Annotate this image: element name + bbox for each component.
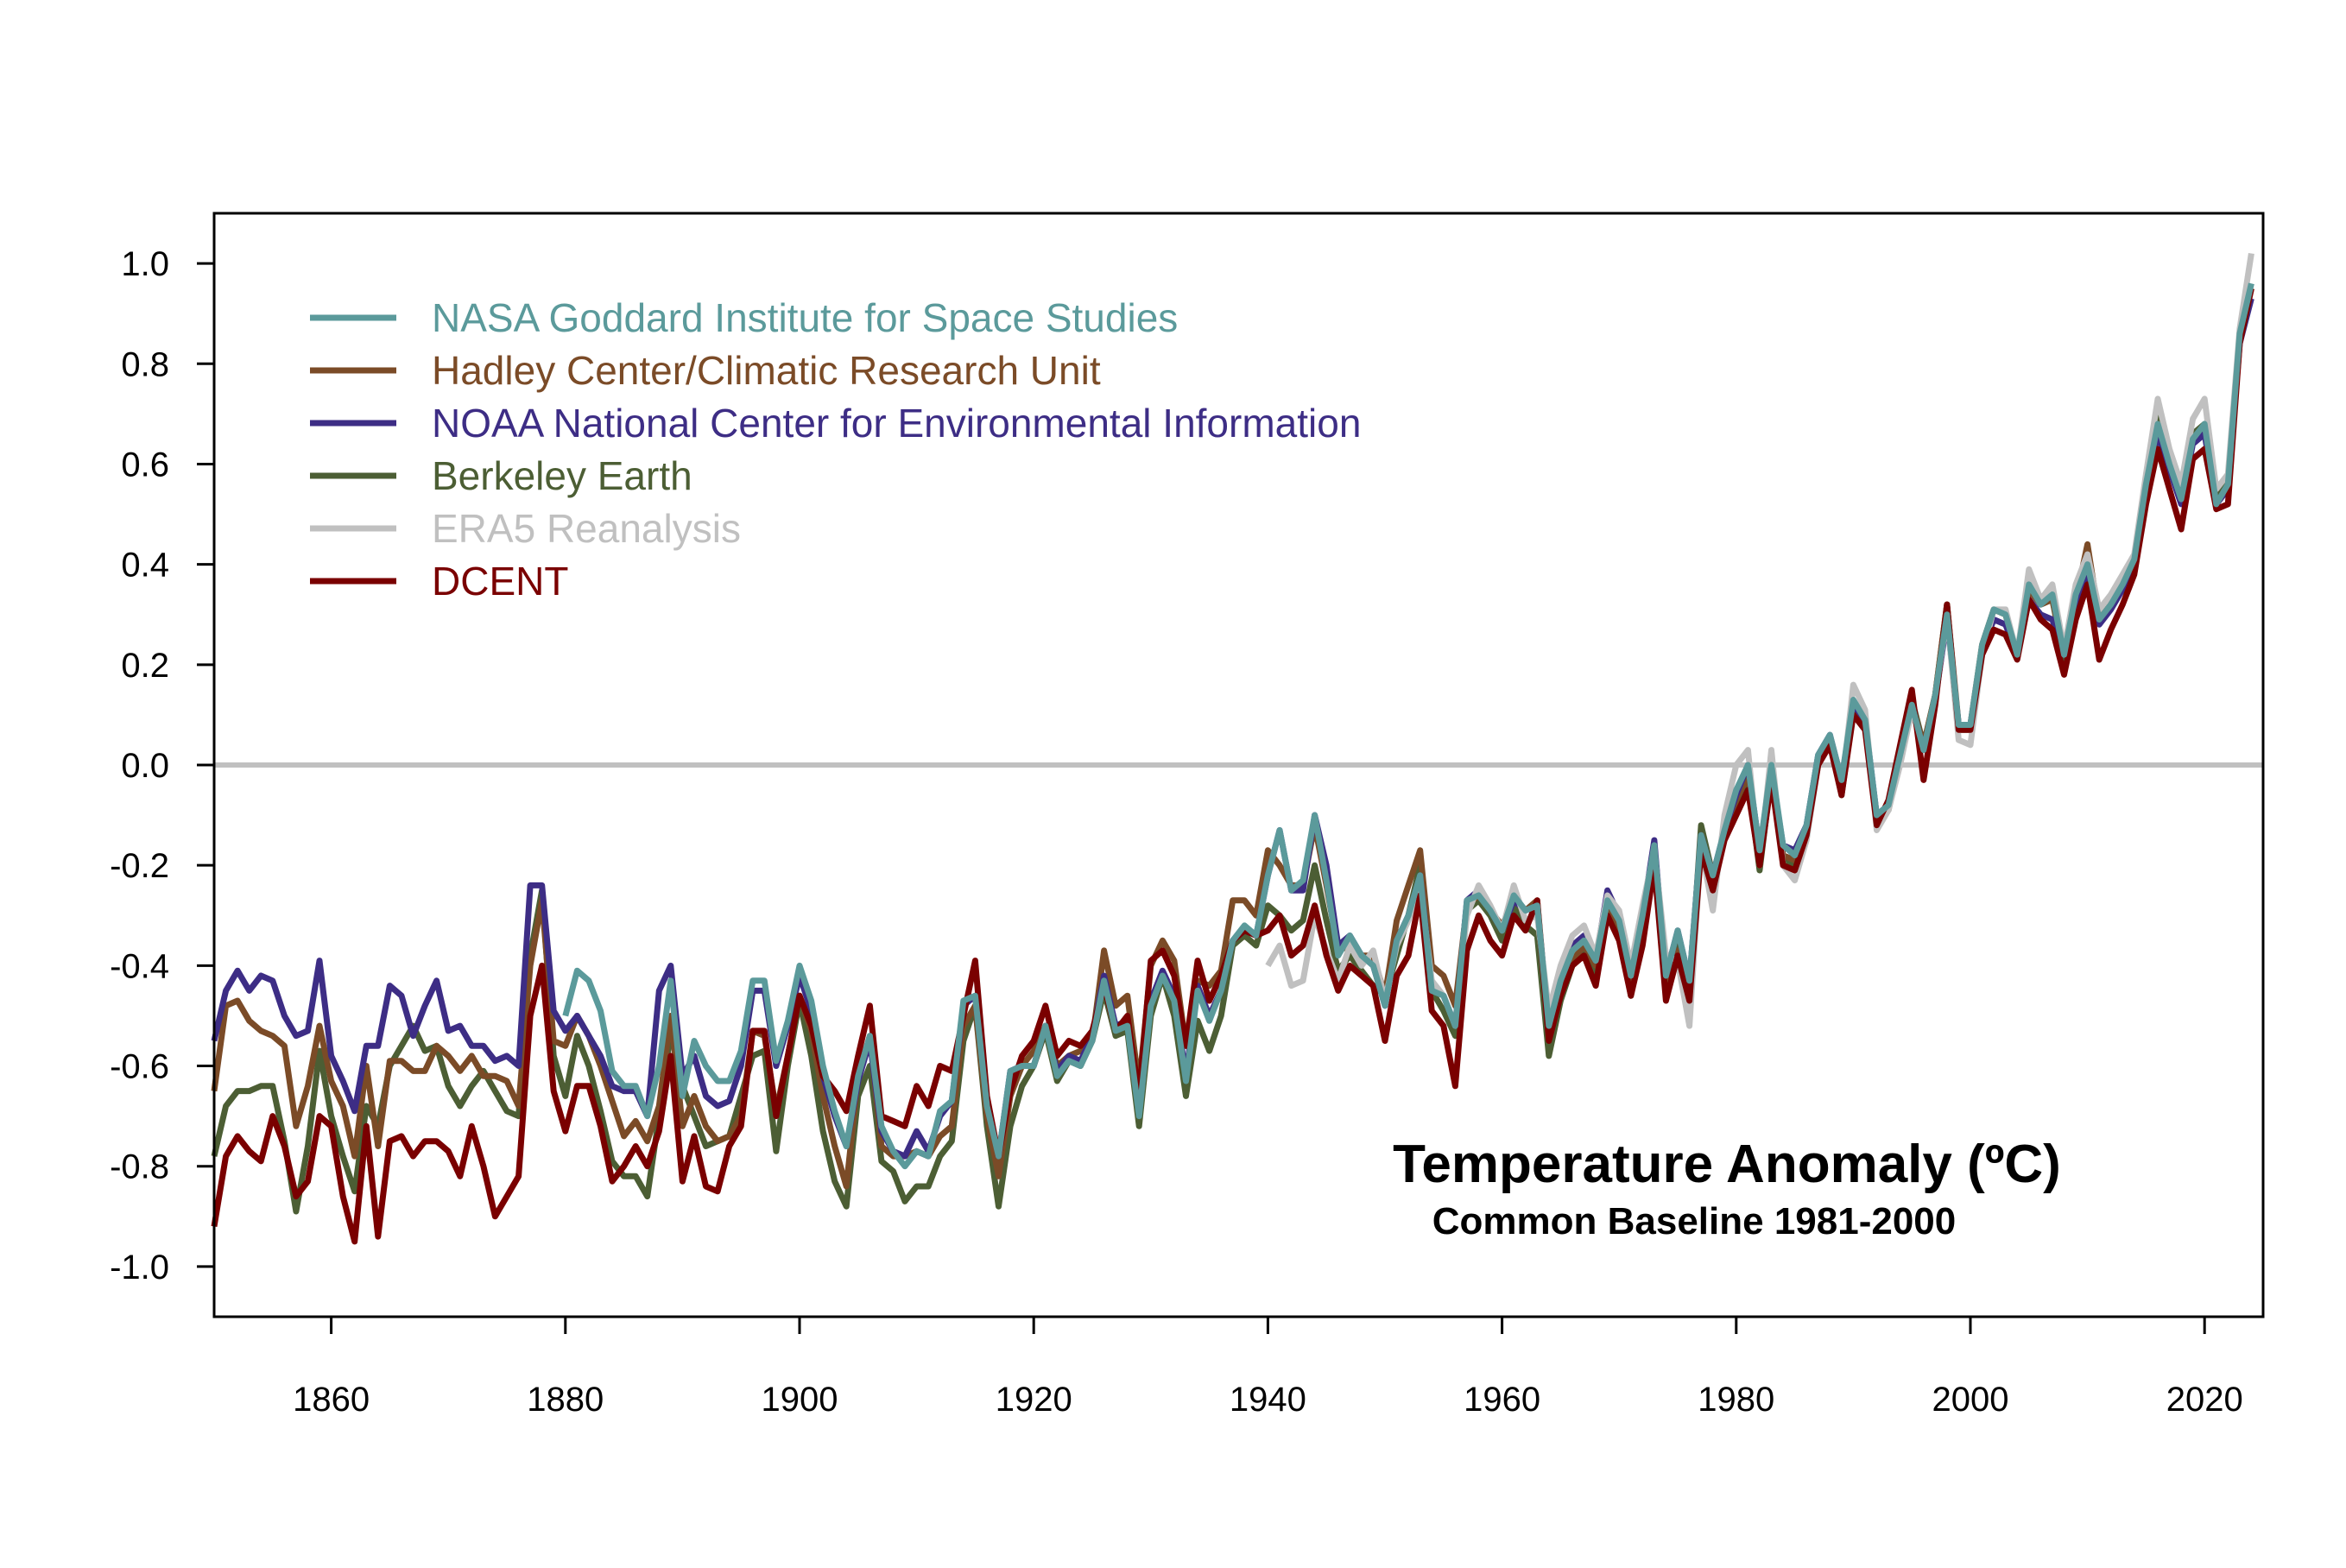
y-tick-label: -0.2	[110, 847, 169, 885]
x-tick-label: 1880	[527, 1381, 604, 1419]
y-tick-label: -0.8	[110, 1148, 169, 1186]
legend-label: Hadley Center/Climatic Research Unit	[432, 348, 1101, 393]
chart-subtitle: Common Baseline 1981-2000	[1432, 1200, 1957, 1242]
legend: NASA Goddard Institute for Space Studies…	[310, 295, 1361, 604]
y-tick-label: 0.8	[121, 345, 169, 383]
y-tick-label: -0.6	[110, 1048, 169, 1086]
y-tick-label: -0.4	[110, 947, 169, 985]
legend-label: DCENT	[432, 559, 568, 604]
legend-label: NOAA National Center for Environmental I…	[432, 401, 1361, 446]
x-tick-label: 2000	[1932, 1381, 2009, 1419]
legend-label: Berkeley Earth	[432, 453, 692, 498]
x-tick-label: 1860	[293, 1381, 370, 1419]
series-line-0	[562, 282, 2254, 1170]
legend-item: NOAA National Center for Environmental I…	[310, 401, 1361, 446]
legend-item: ERA5 Reanalysis	[310, 506, 741, 551]
y-tick-label: 0.2	[121, 647, 169, 685]
y-axis: 1.0 0.8 0.6 0.4 0.2 0.0 -0.2 -0.4 -0.6 -0.8 -1.0	[110, 245, 214, 1287]
x-tick-label: 1960	[1464, 1381, 1540, 1419]
series-layer	[211, 252, 2263, 1245]
x-tick-label: 2020	[2166, 1381, 2243, 1419]
x-tick-label: 1920	[996, 1381, 1072, 1419]
legend-item: NASA Goddard Institute for Space Studies	[310, 295, 1178, 340]
y-tick-label: 0.4	[121, 547, 169, 585]
legend-label: ERA5 Reanalysis	[432, 506, 741, 551]
x-tick-label: 1940	[1230, 1381, 1306, 1419]
x-axis: 1860 1880 1900 1920 1940 1960 1980 2000 2020	[293, 1317, 2243, 1419]
legend-item: Hadley Center/Climatic Research Unit	[310, 348, 1101, 393]
y-tick-label: 0.0	[121, 747, 169, 785]
legend-item: DCENT	[310, 559, 568, 604]
legend-label: NASA Goddard Institute for Space Studies	[432, 295, 1178, 340]
y-tick-label: -1.0	[110, 1249, 169, 1287]
chart-title: Temperature Anomaly (ºC)	[1393, 1135, 2061, 1194]
x-tick-label: 1980	[1698, 1381, 1774, 1419]
y-tick-label: 0.6	[121, 446, 169, 484]
y-tick-label: 1.0	[121, 245, 169, 283]
legend-item: Berkeley Earth	[310, 453, 692, 498]
x-tick-label: 1900	[762, 1381, 838, 1419]
